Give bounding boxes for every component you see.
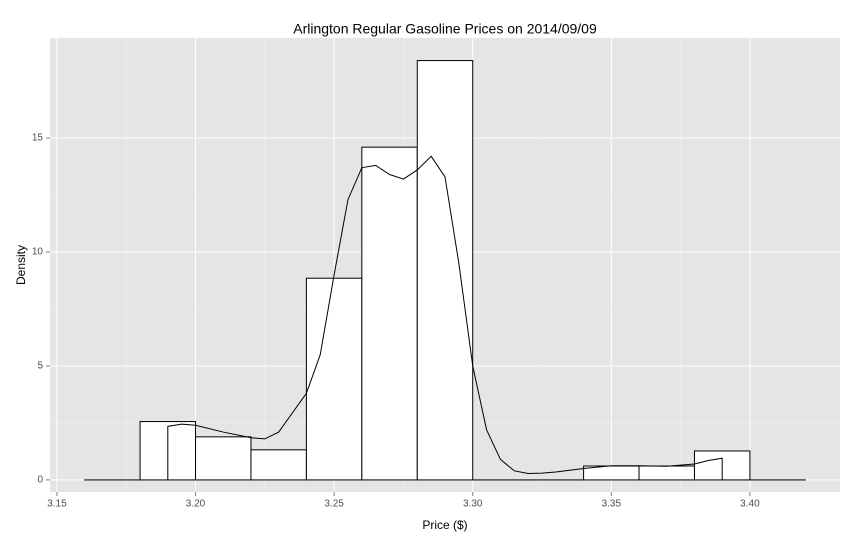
- y-axis-label: Density: [14, 245, 28, 285]
- bar: [362, 147, 417, 480]
- x-tick-label: 3.20: [186, 499, 206, 510]
- x-tick-label: 3.25: [324, 499, 344, 510]
- bar: [417, 61, 472, 480]
- bar: [251, 450, 306, 480]
- y-tick-label: 10: [32, 247, 44, 258]
- bar: [639, 466, 694, 480]
- bar: [306, 278, 361, 480]
- chart-title: Arlington Regular Gasoline Prices on 201…: [293, 21, 597, 37]
- y-tick-label: 0: [37, 475, 43, 486]
- y-tick-label: 5: [37, 361, 43, 372]
- x-tick-label: 3.40: [740, 499, 760, 510]
- x-tick-label: 3.15: [47, 499, 67, 510]
- x-axis-label: Price ($): [422, 518, 467, 532]
- x-tick-label: 3.35: [602, 499, 622, 510]
- y-tick-label: 15: [32, 133, 44, 144]
- bar: [196, 437, 251, 480]
- x-tick-label: 3.30: [463, 499, 483, 510]
